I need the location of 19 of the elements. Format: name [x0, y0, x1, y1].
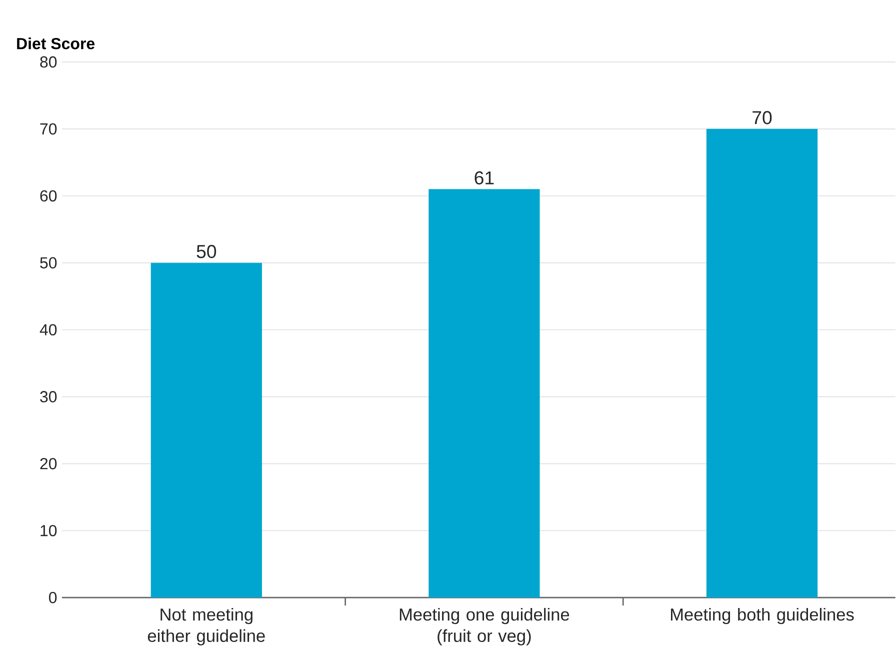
y-tick-label: 40 [40, 324, 57, 336]
bar [706, 129, 818, 598]
bar [150, 263, 262, 598]
y-axis-title: Diet Score [17, 38, 95, 50]
x-tick-label: Not meeting either guideline [148, 608, 265, 646]
bar [428, 189, 540, 598]
y-tick-label: 10 [40, 525, 57, 536]
x-tick-label: Meeting both guidelines [670, 608, 854, 624]
y-tick-label: 60 [40, 190, 57, 202]
y-tick-label: 70 [40, 123, 57, 135]
y-tick-label: 80 [40, 56, 57, 68]
data-label: 70 [752, 111, 772, 124]
data-label: 61 [474, 171, 494, 185]
y-tick-label: 0 [48, 592, 57, 604]
y-tick-label: 30 [40, 391, 57, 403]
y-tick-label: 50 [40, 257, 57, 269]
x-tick-label: Meeting one guideline (fruit or veg) [400, 608, 570, 646]
y-tick-label: 20 [40, 458, 57, 470]
data-label: 50 [196, 245, 216, 258]
